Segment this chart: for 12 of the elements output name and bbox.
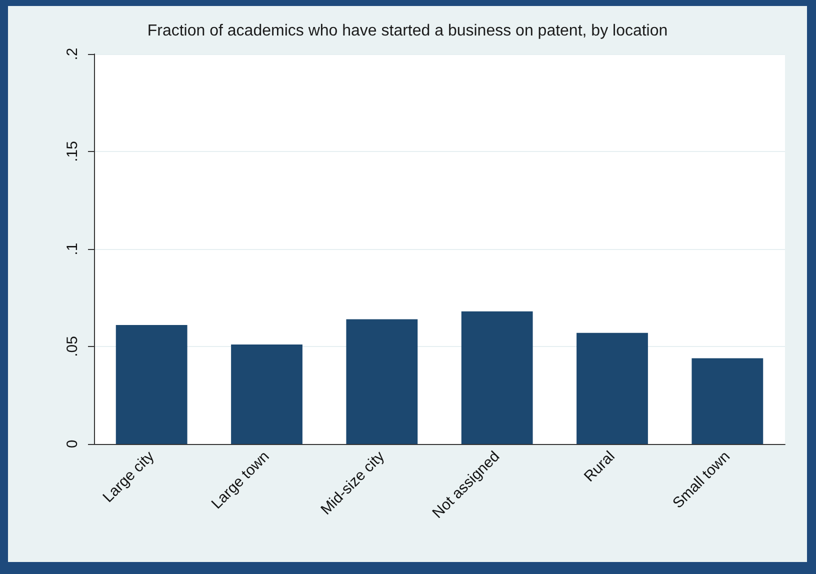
y-tick-label: 0 (64, 440, 81, 448)
chart-title: Fraction of academics who have started a business on patent, by location (147, 22, 668, 40)
y-tick-label: .2 (64, 48, 81, 60)
y-tick-label: .05 (64, 336, 81, 357)
bar (692, 358, 764, 444)
bar (576, 332, 648, 444)
bar (231, 344, 302, 444)
bar (461, 311, 533, 444)
y-tick-label: .1 (64, 242, 81, 256)
y-tick-label: .15 (64, 141, 81, 162)
bar (116, 325, 188, 444)
bar (346, 319, 418, 444)
